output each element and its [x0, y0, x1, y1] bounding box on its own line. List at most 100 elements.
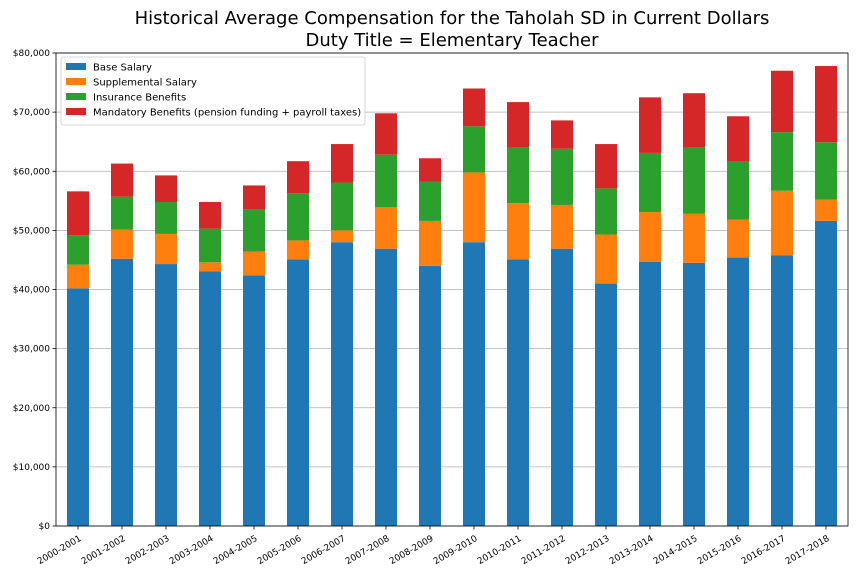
bar-segment: [243, 185, 265, 210]
bar-segment: [419, 158, 441, 182]
legend-label: Base Salary: [93, 63, 152, 74]
x-tick-label: 2007-2008: [344, 534, 392, 567]
bar-segment: [243, 251, 265, 276]
legend-label: Insurance Benefits: [93, 93, 186, 104]
bar-segment: [155, 264, 177, 526]
bar-segment: [199, 228, 221, 263]
bar-segment: [331, 230, 353, 243]
bar-segment: [287, 240, 309, 260]
legend-swatch: [66, 63, 86, 70]
bar-segment: [683, 262, 705, 526]
bar-segment: [771, 132, 793, 191]
bar-segment: [419, 220, 441, 266]
chart-subtitle: Duty Title = Elementary Teacher: [305, 30, 599, 51]
bar-segment: [683, 93, 705, 148]
bar-segment: [815, 199, 837, 221]
bar-segment: [727, 219, 749, 258]
bar-segment: [243, 275, 265, 526]
bar-segment: [727, 257, 749, 526]
bar-segment: [375, 248, 397, 527]
y-tick-label: $60,000: [13, 167, 50, 177]
x-tick-label: 2006-2007: [300, 534, 347, 567]
bar-segment: [67, 264, 89, 289]
bar-segment: [419, 181, 441, 221]
bar-segment: [463, 88, 485, 127]
bar-segment: [639, 152, 661, 213]
bar-segment: [199, 271, 221, 526]
bar-segment: [595, 234, 617, 284]
bar-segment: [67, 235, 89, 265]
bar-segment: [199, 262, 221, 272]
bar-segment: [595, 144, 617, 189]
bar-segment: [639, 212, 661, 262]
x-tick-label: 2012-2013: [564, 534, 611, 567]
bar-segment: [67, 191, 89, 236]
x-tick-label: 2013-2014: [608, 534, 656, 567]
bar-segment: [155, 175, 177, 202]
y-tick-label: $10,000: [13, 463, 50, 473]
x-tick-label: 2015-2016: [696, 534, 744, 567]
bar-segment: [551, 120, 573, 149]
bar-segment: [375, 207, 397, 249]
x-tick-label: 2016-2017: [740, 534, 787, 567]
bar-segment: [463, 242, 485, 526]
bar-segment: [111, 258, 133, 526]
x-tick-label: 2014-2015: [652, 534, 699, 567]
y-tick-label: $50,000: [13, 226, 50, 236]
x-tick-label: 2004-2005: [212, 534, 259, 567]
bar-segment: [507, 203, 529, 260]
bar-segment: [419, 265, 441, 526]
x-tick-label: 2010-2011: [476, 534, 523, 567]
bar-segment: [331, 242, 353, 526]
x-tick-label: 2005-2006: [256, 534, 304, 567]
bar-segment: [551, 148, 573, 205]
bar-segment: [551, 248, 573, 527]
chart-title-block: Historical Average Compensation for the …: [0, 8, 864, 52]
legend-swatch: [66, 108, 86, 115]
chart-title: Historical Average Compensation for the …: [134, 8, 770, 29]
y-tick-label: $20,000: [13, 404, 50, 414]
bar-segment: [595, 188, 617, 235]
bar-segment: [815, 66, 837, 143]
x-tick-label: 2009-2010: [432, 534, 480, 567]
bar-segment: [463, 172, 485, 243]
bar-segment: [815, 220, 837, 527]
y-tick-label: $30,000: [13, 345, 50, 355]
x-tick-label: 2002-2003: [124, 534, 171, 567]
legend-swatch: [66, 93, 86, 100]
y-tick-label: $0: [39, 522, 51, 532]
x-tick-label: 2003-2004: [168, 534, 216, 567]
x-tick-label: 2001-2002: [80, 534, 127, 567]
bar-segment: [683, 213, 705, 263]
bar-segment: [155, 201, 177, 234]
bar-segment: [287, 161, 309, 194]
x-tick-label: 2008-2009: [388, 534, 436, 567]
legend-swatch: [66, 78, 86, 85]
bar-segment: [111, 163, 133, 197]
bar-segment: [331, 182, 353, 231]
legend-label: Mandatory Benefits (pension funding + pa…: [93, 108, 361, 119]
bar-segment: [287, 193, 309, 241]
y-tick-label: $40,000: [13, 286, 50, 296]
bar-segment: [507, 259, 529, 526]
bar-segment: [771, 190, 793, 256]
bar-segment: [551, 204, 573, 249]
bar-segment: [463, 126, 485, 173]
bar-segment: [507, 102, 529, 148]
bar-segment: [639, 261, 661, 526]
bar-segment: [375, 113, 397, 155]
bar-segment: [375, 154, 397, 208]
bar-segment: [815, 142, 837, 200]
bar-segment: [67, 288, 89, 526]
bar-segment: [287, 259, 309, 526]
y-tick-label: $80,000: [13, 49, 50, 59]
plot-frame: [55, 52, 849, 527]
bar-segment: [727, 161, 749, 220]
bar-segment: [771, 70, 793, 133]
x-tick-label: 2000-2001: [36, 534, 83, 567]
y-tick-label: $70,000: [13, 108, 50, 118]
bar-segment: [331, 144, 353, 183]
bar-segment: [111, 229, 133, 259]
legend-label: Supplemental Salary: [93, 78, 197, 89]
